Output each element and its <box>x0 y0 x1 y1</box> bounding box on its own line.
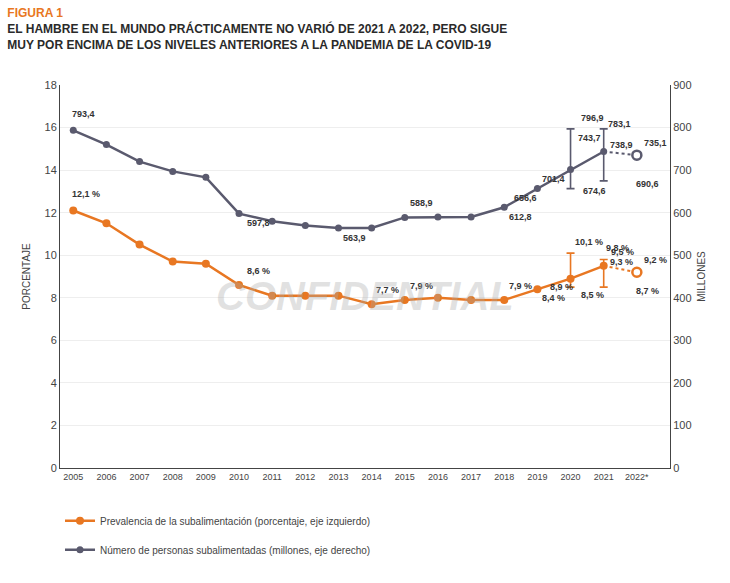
svg-text:12,1 %: 12,1 % <box>72 189 100 199</box>
svg-text:4: 4 <box>51 377 57 389</box>
svg-text:8,5 %: 8,5 % <box>581 290 604 300</box>
svg-text:10: 10 <box>45 249 57 261</box>
svg-text:8,7 %: 8,7 % <box>636 286 659 296</box>
svg-text:2007: 2007 <box>130 472 150 482</box>
svg-text:7,7 %: 7,7 % <box>376 285 399 295</box>
svg-text:900: 900 <box>673 79 691 91</box>
svg-text:743,7: 743,7 <box>578 133 601 143</box>
svg-text:12: 12 <box>45 207 57 219</box>
svg-text:7,9 %: 7,9 % <box>509 281 532 291</box>
svg-text:Número de personas subalimenta: Número de personas subalimentadas (millo… <box>100 545 370 556</box>
svg-text:597,8: 597,8 <box>247 218 270 228</box>
svg-text:8: 8 <box>51 292 57 304</box>
svg-text:2013: 2013 <box>328 472 348 482</box>
svg-text:2015: 2015 <box>395 472 415 482</box>
svg-text:2022*: 2022* <box>625 472 649 482</box>
svg-text:800: 800 <box>673 121 691 133</box>
svg-text:2010: 2010 <box>229 472 249 482</box>
svg-text:600: 600 <box>673 207 691 219</box>
svg-text:500: 500 <box>673 249 691 261</box>
svg-text:14: 14 <box>45 164 57 176</box>
svg-text:612,8: 612,8 <box>509 212 532 222</box>
svg-text:CONFIDENTIAL: CONFIDENTIAL <box>216 274 514 318</box>
svg-text:738,9: 738,9 <box>610 140 633 150</box>
svg-text:MILLONES: MILLONES <box>696 251 707 302</box>
svg-text:2021: 2021 <box>594 472 614 482</box>
svg-text:8,4 %: 8,4 % <box>542 293 565 303</box>
svg-text:2008: 2008 <box>163 472 183 482</box>
svg-text:674,6: 674,6 <box>583 186 606 196</box>
svg-text:783,1: 783,1 <box>608 119 631 129</box>
svg-text:2: 2 <box>51 419 57 431</box>
svg-text:656,6: 656,6 <box>514 193 537 203</box>
svg-text:2011: 2011 <box>262 472 281 482</box>
svg-text:9,8 %: 9,8 % <box>606 243 629 253</box>
svg-text:9,5 %: 9,5 % <box>611 247 634 257</box>
svg-text:2012: 2012 <box>295 472 315 482</box>
svg-text:FIGURA 1EL HAMBRE EN EL MUNDO: FIGURA 1EL HAMBRE EN EL MUNDO PRÁCTICAME… <box>7 6 507 51</box>
svg-text:588,9: 588,9 <box>410 198 433 208</box>
svg-text:9,3 %: 9,3 % <box>610 257 633 267</box>
svg-text:2019: 2019 <box>527 472 547 482</box>
svg-text:796,9: 796,9 <box>581 113 604 123</box>
svg-text:7,9 %: 7,9 % <box>410 281 433 291</box>
svg-text:2017: 2017 <box>461 472 481 482</box>
svg-text:18: 18 <box>45 79 57 91</box>
svg-text:793,4: 793,4 <box>72 109 95 119</box>
svg-text:735,1: 735,1 <box>644 138 667 148</box>
svg-text:PORCENTAJE: PORCENTAJE <box>21 243 32 310</box>
svg-text:0: 0 <box>673 462 679 474</box>
svg-text:2014: 2014 <box>362 472 382 482</box>
svg-text:2009: 2009 <box>196 472 216 482</box>
svg-text:563,9: 563,9 <box>343 233 366 243</box>
svg-text:690,6: 690,6 <box>636 179 659 189</box>
svg-text:16: 16 <box>45 121 57 133</box>
svg-text:200: 200 <box>673 377 691 389</box>
svg-text:8,9 %: 8,9 % <box>550 282 573 292</box>
svg-text:0: 0 <box>51 462 57 474</box>
svg-text:6: 6 <box>51 334 57 346</box>
svg-text:2016: 2016 <box>428 472 448 482</box>
svg-text:2006: 2006 <box>96 472 116 482</box>
svg-text:10,1 %: 10,1 % <box>575 237 603 247</box>
svg-text:701,4: 701,4 <box>542 174 565 184</box>
svg-text:8,6 %: 8,6 % <box>247 266 270 276</box>
svg-text:2020: 2020 <box>561 472 581 482</box>
svg-text:2005: 2005 <box>63 472 83 482</box>
svg-text:2018: 2018 <box>494 472 514 482</box>
svg-text:300: 300 <box>673 334 691 346</box>
svg-text:100: 100 <box>673 419 691 431</box>
svg-text:9,2 %: 9,2 % <box>644 255 667 265</box>
svg-text:Prevalencia de la subalimentac: Prevalencia de la subalimentación (porce… <box>100 516 370 527</box>
svg-text:400: 400 <box>673 292 691 304</box>
svg-text:700: 700 <box>673 164 691 176</box>
